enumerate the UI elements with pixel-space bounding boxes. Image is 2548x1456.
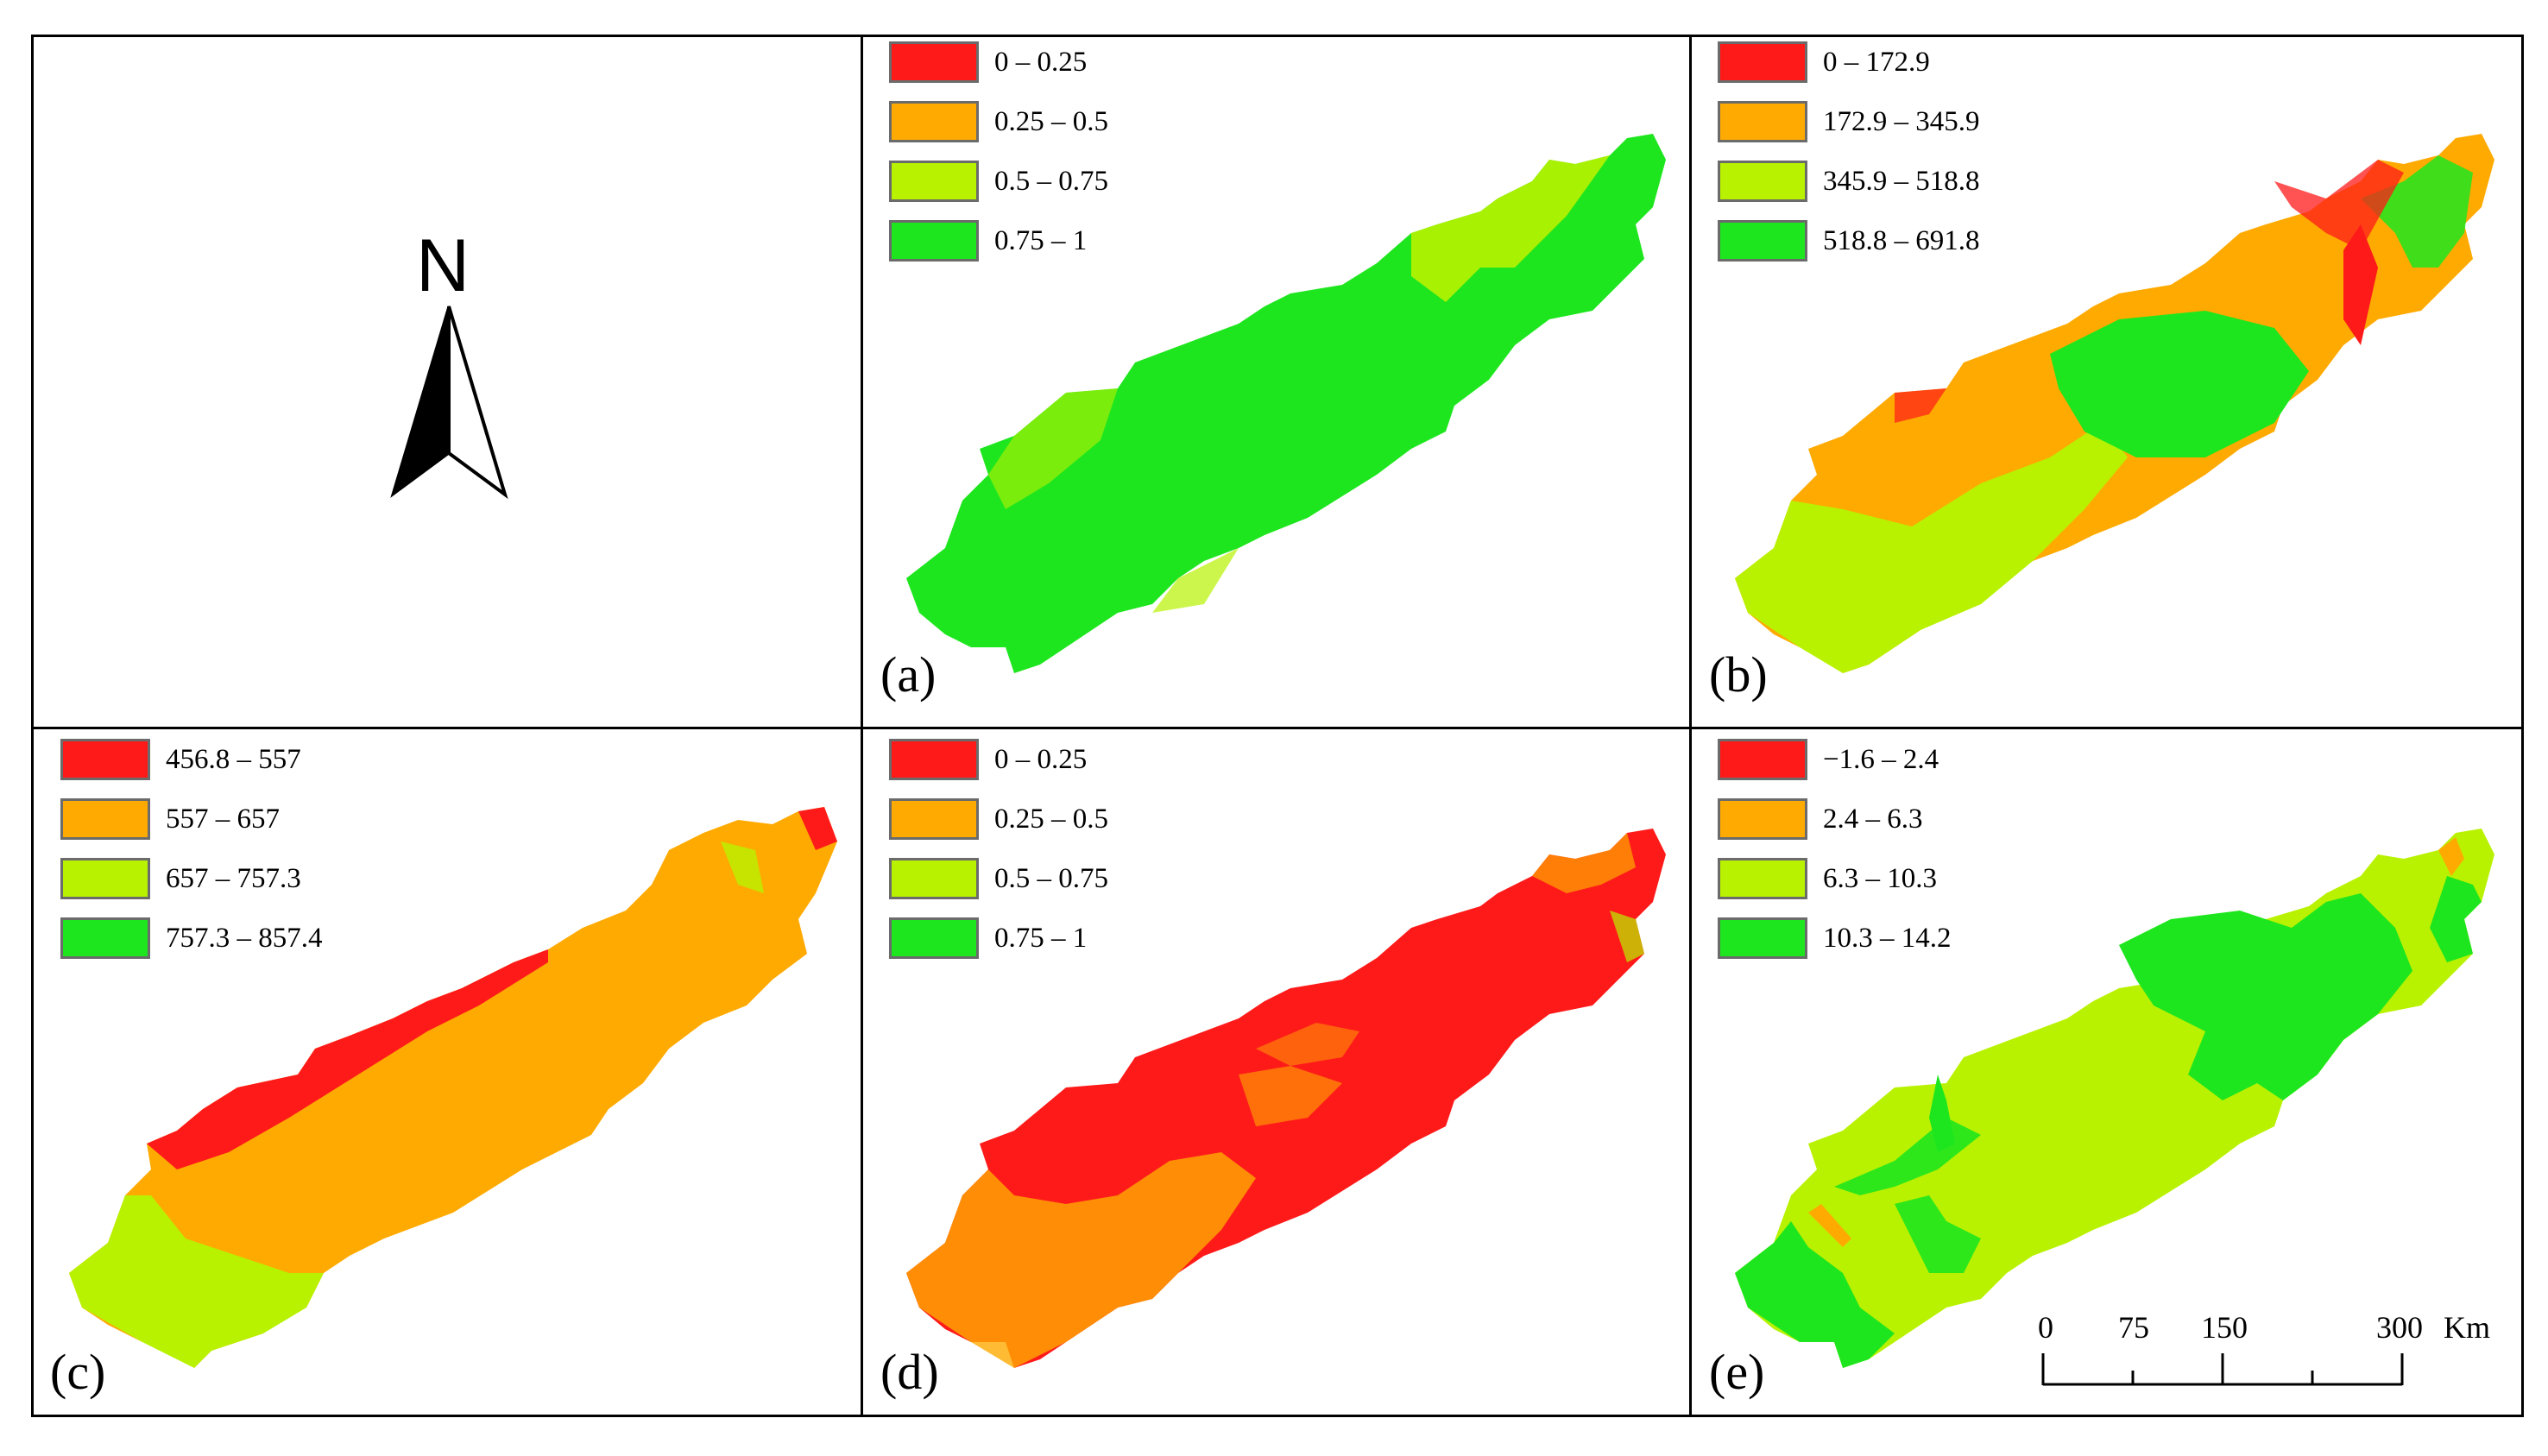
legend-label: 0.25 – 0.5 xyxy=(994,106,1108,137)
legend-item: 345.9 – 518.8 xyxy=(1718,161,2063,204)
legend-item: 0.5 – 0.75 xyxy=(889,858,1234,901)
legend-swatch xyxy=(889,798,979,840)
map-region-d xyxy=(906,829,1666,1368)
legend-label: 0.5 – 0.75 xyxy=(994,166,1108,197)
legend-label: 2.4 – 6.3 xyxy=(1823,804,1923,835)
legend-swatch xyxy=(1718,739,1807,780)
north-label: N xyxy=(416,224,470,307)
scale-bar-line xyxy=(2041,1353,2404,1386)
legend-item: 0.75 – 1 xyxy=(889,917,1234,961)
panel-label-a: (a) xyxy=(880,646,937,703)
legend-item: 0 – 0.25 xyxy=(889,41,1234,85)
panel-divider-horizontal xyxy=(31,727,2524,729)
legend-label: 0 – 0.25 xyxy=(994,47,1088,78)
legend-label: 0.75 – 1 xyxy=(994,923,1088,954)
legend-item: 757.3 – 857.4 xyxy=(60,917,406,961)
legend-swatch xyxy=(889,739,979,780)
scale-tick-label: 0 xyxy=(2038,1310,2053,1345)
legend-label: 557 – 657 xyxy=(166,804,280,835)
legend-label: 172.9 – 345.9 xyxy=(1823,106,1980,137)
legend-item: 0.75 – 1 xyxy=(889,220,1234,263)
legend-item: 0 – 0.25 xyxy=(889,739,1234,782)
legend-label: 0.25 – 0.5 xyxy=(994,804,1108,835)
legend-label: 10.3 – 14.2 xyxy=(1823,923,1952,954)
legend-label: 6.3 – 10.3 xyxy=(1823,863,1937,894)
legend-label: 0 – 0.25 xyxy=(994,744,1088,775)
legend-item: 0.5 – 0.75 xyxy=(889,161,1234,204)
scale-unit: Km xyxy=(2444,1310,2490,1345)
legend-swatch xyxy=(60,798,150,840)
legend-swatch xyxy=(1718,161,1807,202)
legend-item: −1.6 – 2.4 xyxy=(1718,739,2063,782)
scale-tick-label: 150 xyxy=(2201,1310,2248,1345)
legend-swatch xyxy=(889,161,979,202)
legend-label: 0.5 – 0.75 xyxy=(994,863,1108,894)
map-region-b xyxy=(1735,134,2494,673)
panel-label-b: (b) xyxy=(1709,646,1768,703)
panel-label-d: (d) xyxy=(880,1344,939,1400)
scale-tick-label: 75 xyxy=(2118,1310,2149,1345)
map-region-c xyxy=(69,807,837,1368)
legend-swatch xyxy=(1718,220,1807,262)
legend-swatch xyxy=(1718,41,1807,83)
scale-tick-label: 300 xyxy=(2376,1310,2423,1345)
legend-label: 345.9 – 518.8 xyxy=(1823,166,1980,197)
map-region-a xyxy=(906,134,1666,673)
legend-swatch xyxy=(60,917,150,959)
legend-label: 0.75 – 1 xyxy=(994,225,1088,256)
legend-label: 657 – 757.3 xyxy=(166,863,301,894)
north-arrow-icon xyxy=(390,306,508,500)
legend-swatch xyxy=(1718,858,1807,899)
legend-label: −1.6 – 2.4 xyxy=(1823,744,1939,775)
legend-swatch xyxy=(1718,917,1807,959)
legend-label: 518.8 – 691.8 xyxy=(1823,225,1980,256)
legend-label: 0 – 172.9 xyxy=(1823,47,1930,78)
panel-divider-vertical-2 xyxy=(1689,35,1692,1417)
legend-swatch xyxy=(1718,101,1807,142)
legend-item: 557 – 657 xyxy=(60,798,406,841)
legend-swatch xyxy=(60,858,150,899)
legend-swatch xyxy=(889,858,979,899)
panel-label-e: (e) xyxy=(1709,1344,1765,1400)
legend-swatch xyxy=(889,220,979,262)
legend-swatch xyxy=(60,739,150,780)
figure-frame xyxy=(31,35,2524,1417)
legend-item: 657 – 757.3 xyxy=(60,858,406,901)
legend-label: 757.3 – 857.4 xyxy=(166,923,323,954)
legend-item: 172.9 – 345.9 xyxy=(1718,101,2063,144)
legend-item: 456.8 – 557 xyxy=(60,739,406,782)
legend-item: 2.4 – 6.3 xyxy=(1718,798,2063,841)
legend-item: 0.25 – 0.5 xyxy=(889,798,1234,841)
legend-swatch xyxy=(889,101,979,142)
legend-item: 0 – 172.9 xyxy=(1718,41,2063,85)
legend-label: 456.8 – 557 xyxy=(166,744,301,775)
legend-swatch xyxy=(889,41,979,83)
panel-divider-vertical-1 xyxy=(861,35,863,1417)
legend-item: 10.3 – 14.2 xyxy=(1718,917,2063,961)
legend-item: 0.25 – 0.5 xyxy=(889,101,1234,144)
legend-swatch xyxy=(1718,798,1807,840)
panel-label-c: (c) xyxy=(50,1344,106,1400)
legend-item: 518.8 – 691.8 xyxy=(1718,220,2063,263)
legend-item: 6.3 – 10.3 xyxy=(1718,858,2063,901)
legend-swatch xyxy=(889,917,979,959)
map-region-e xyxy=(1735,829,2494,1368)
